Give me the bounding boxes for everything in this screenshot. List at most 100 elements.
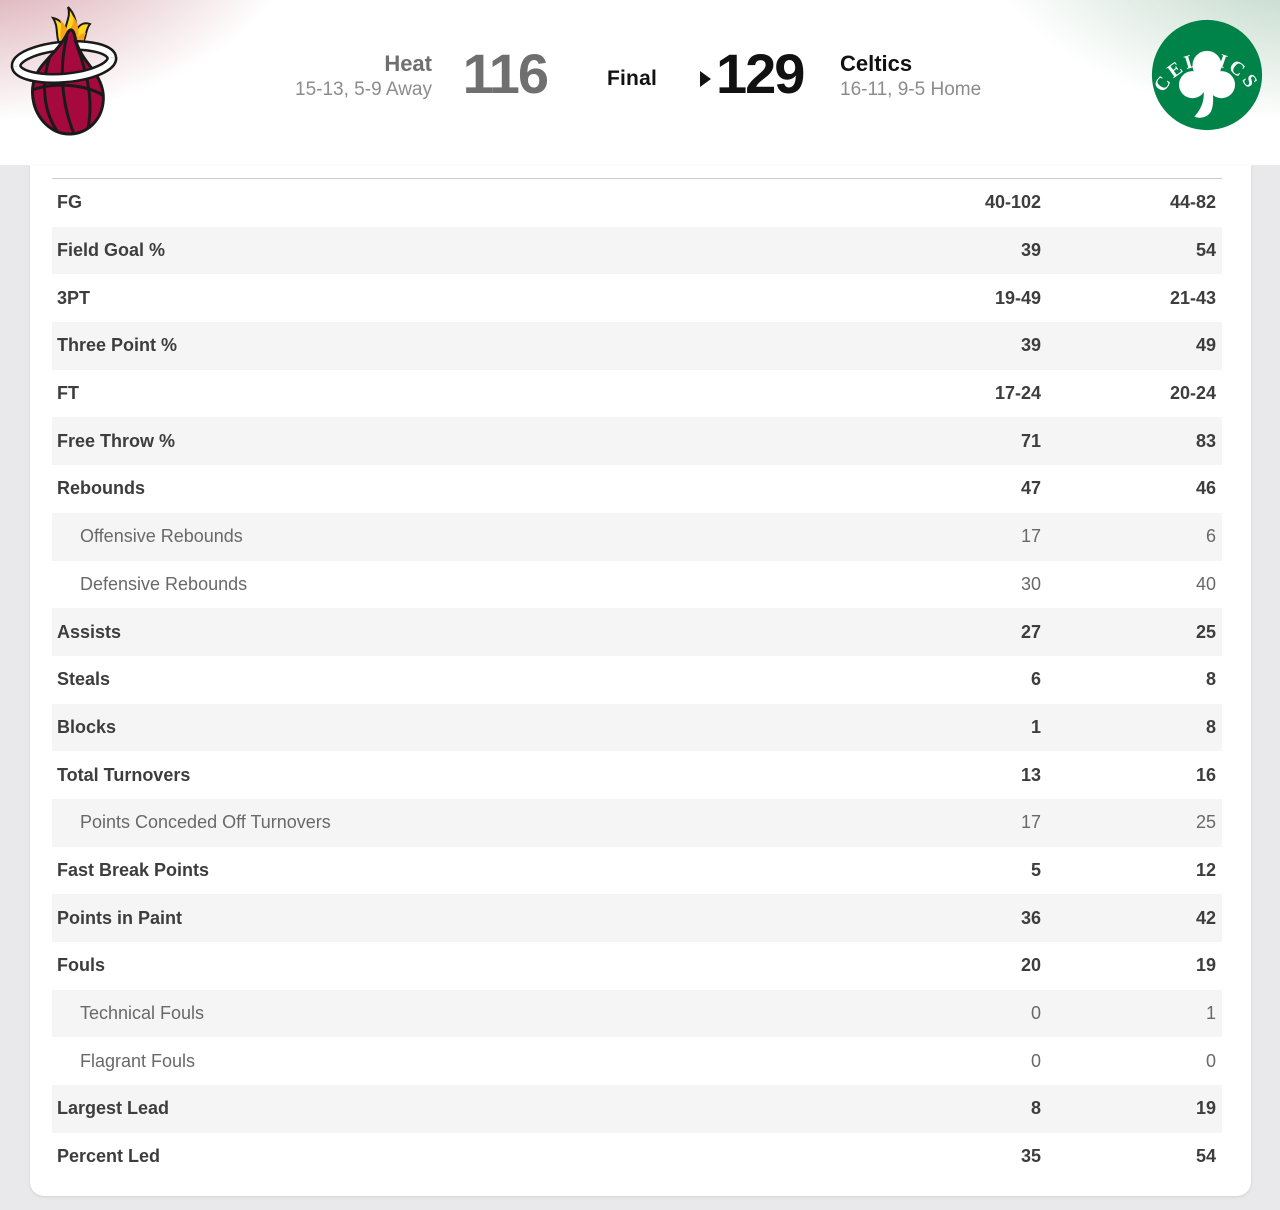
- stat-home-value: 44-82: [1169, 192, 1216, 213]
- stat-label: Three Point %: [57, 335, 178, 356]
- stat-home-value: 40: [1195, 573, 1216, 594]
- stat-home-value: 25: [1195, 621, 1216, 642]
- stat-away-value: 71: [1020, 430, 1041, 451]
- stat-row: Blocks 1 8: [52, 703, 1222, 752]
- stat-home-value: 8: [1205, 716, 1216, 737]
- stat-row: Points Conceded Off Turnovers 17 25: [52, 798, 1222, 847]
- away-score: 116: [462, 42, 549, 105]
- stat-row: 3PT 19-49 21-43: [52, 274, 1222, 322]
- stat-away-value: 27: [1020, 621, 1041, 642]
- stat-home-value: 25: [1195, 812, 1216, 833]
- stat-home-value: 49: [1195, 335, 1216, 356]
- stat-row: Free Throw % 71 83: [52, 417, 1222, 466]
- stat-away-value: 39: [1020, 335, 1041, 356]
- stat-home-value: 0: [1205, 1050, 1216, 1071]
- stat-home-value: 19: [1195, 955, 1216, 976]
- stat-home-value: 54: [1195, 1146, 1216, 1167]
- stat-label: Largest Lead: [57, 1098, 170, 1119]
- stat-row: Fouls 20 19: [52, 942, 1222, 990]
- stat-label: Free Throw %: [57, 430, 176, 451]
- stat-away-value: 0: [1030, 1003, 1041, 1024]
- stat-label: FG: [57, 192, 82, 213]
- stat-label: Blocks: [57, 716, 117, 737]
- stat-home-value: 54: [1195, 240, 1216, 261]
- game-status: Final: [607, 67, 658, 90]
- stat-row: Fast Break Points 5 12: [52, 847, 1222, 895]
- stat-away-value: 36: [1020, 907, 1041, 928]
- stat-label: Total Turnovers: [57, 764, 191, 785]
- stat-label: Steals: [57, 669, 111, 690]
- stat-away-value: 5: [1030, 859, 1041, 880]
- stat-home-value: 12: [1195, 859, 1216, 880]
- stat-label: Percent Led: [57, 1146, 161, 1167]
- stat-away-value: 8: [1030, 1098, 1041, 1119]
- stat-row: Points in Paint 36 42: [52, 894, 1222, 942]
- stat-label: Fouls: [57, 955, 105, 976]
- stat-row: Field Goal % 39 54: [52, 226, 1222, 275]
- heat-logo-icon[interactable]: [4, 4, 124, 146]
- stat-label: Assists: [57, 621, 122, 642]
- stat-row: Steals 6 8: [52, 656, 1222, 704]
- stat-row: FT 17-24 20-24: [52, 370, 1222, 418]
- team-stats-card: FG 40-102 44-82 Field Goal % 39 54 3PT 1…: [30, 165, 1251, 1196]
- away-team-record: 15-13, 5-9 Away: [295, 79, 432, 100]
- stat-row: Defensive Rebounds 30 40: [52, 561, 1222, 609]
- stat-home-value: 19: [1195, 1098, 1216, 1119]
- stat-label: Defensive Rebounds: [80, 573, 248, 594]
- stat-away-value: 40-102: [984, 192, 1041, 213]
- stat-label: Field Goal %: [57, 240, 166, 261]
- stat-home-value: 42: [1195, 907, 1216, 928]
- stat-row: Three Point % 39 49: [52, 322, 1222, 370]
- stat-away-value: 35: [1020, 1146, 1041, 1167]
- stat-away-value: 19-49: [994, 287, 1041, 308]
- stat-away-value: 6: [1030, 669, 1041, 690]
- stat-away-value: 30: [1020, 573, 1041, 594]
- stat-away-value: 0: [1030, 1050, 1041, 1071]
- stat-label: Points Conceded Off Turnovers: [80, 812, 331, 833]
- stat-home-value: 6: [1205, 526, 1216, 547]
- stat-label: Flagrant Fouls: [80, 1050, 196, 1071]
- home-team-record: 16-11, 9-5 Home: [840, 79, 982, 100]
- stat-away-value: 47: [1020, 478, 1041, 499]
- stat-label: Points in Paint: [57, 907, 183, 928]
- stat-row: Total Turnovers 13 16: [52, 751, 1222, 799]
- away-team-block[interactable]: Heat 15-13, 5-9 Away: [295, 50, 432, 103]
- stat-away-value: 17: [1020, 812, 1041, 833]
- stat-home-value: 21-43: [1169, 287, 1216, 308]
- stat-label: 3PT: [57, 287, 91, 308]
- stat-home-value: 8: [1205, 669, 1216, 690]
- table-top-divider: [52, 178, 1222, 179]
- stat-row: Offensive Rebounds 17 6: [52, 512, 1222, 561]
- winner-arrow-icon: [700, 71, 711, 87]
- team-stats-table: FG 40-102 44-82 Field Goal % 39 54 3PT 1…: [52, 179, 1222, 1180]
- stat-label: Fast Break Points: [57, 859, 210, 880]
- stat-away-value: 17: [1020, 526, 1041, 547]
- stat-home-value: 46: [1195, 478, 1216, 499]
- stat-home-value: 83: [1195, 430, 1216, 451]
- stat-row: FG 40-102 44-82: [52, 179, 1222, 227]
- home-team-name: Celtics: [840, 51, 913, 76]
- stat-row: Technical Fouls 0 1: [52, 989, 1222, 1038]
- stat-away-value: 13: [1020, 764, 1041, 785]
- stat-label: Offensive Rebounds: [80, 526, 243, 547]
- scoreboard-header: Heat 15-13, 5-9 Away 116 Final 129 Celti…: [0, 0, 1280, 165]
- stat-away-value: 17-24: [994, 383, 1041, 404]
- stat-label: Technical Fouls: [80, 1003, 205, 1024]
- stat-home-value: 20-24: [1169, 383, 1216, 404]
- stat-label: FT: [57, 383, 79, 404]
- celtics-logo-icon[interactable]: CELTICS: [1149, 17, 1265, 133]
- stat-row: Assists 27 25: [52, 608, 1222, 656]
- stat-row: Percent Led 35 54: [52, 1133, 1222, 1181]
- stat-row: Largest Lead 8 19: [52, 1085, 1222, 1133]
- stat-home-value: 16: [1195, 764, 1216, 785]
- stat-away-value: 20: [1020, 955, 1041, 976]
- stat-row: Rebounds 47 46: [52, 465, 1222, 513]
- shamrock-icon: [1178, 50, 1236, 118]
- stat-home-value: 1: [1205, 1003, 1216, 1024]
- stat-label: Rebounds: [57, 478, 145, 499]
- stat-away-value: 1: [1030, 716, 1041, 737]
- home-score: 129: [716, 42, 805, 105]
- home-team-block[interactable]: Celtics 16-11, 9-5 Home: [840, 50, 981, 103]
- stat-row: Flagrant Fouls 0 0: [52, 1037, 1222, 1085]
- away-team-name: Heat: [384, 51, 432, 76]
